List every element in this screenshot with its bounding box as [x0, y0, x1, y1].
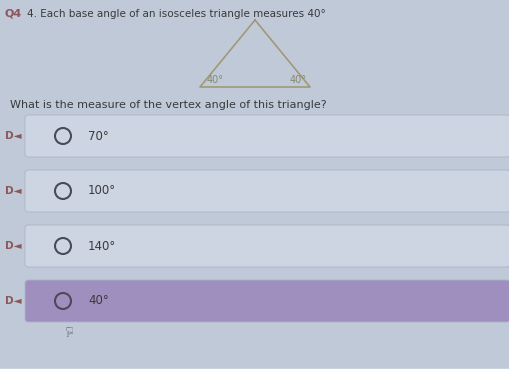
Text: What is the measure of the vertex angle of this triangle?: What is the measure of the vertex angle …	[10, 100, 326, 110]
Text: 40°: 40°	[88, 294, 108, 307]
Text: D◄: D◄	[5, 296, 21, 306]
FancyBboxPatch shape	[25, 115, 509, 157]
Text: 40°: 40°	[290, 75, 306, 85]
Text: ☝: ☝	[64, 322, 72, 336]
Text: D◄: D◄	[5, 241, 21, 251]
Text: 4. Each base angle of an isosceles triangle measures 40°: 4. Each base angle of an isosceles trian…	[27, 9, 325, 19]
Text: 140°: 140°	[88, 239, 116, 252]
FancyBboxPatch shape	[25, 225, 509, 267]
Text: D◄: D◄	[5, 186, 21, 196]
FancyBboxPatch shape	[25, 280, 509, 322]
Text: 70°: 70°	[88, 130, 108, 142]
Text: D◄: D◄	[5, 131, 21, 141]
Text: 100°: 100°	[88, 184, 116, 197]
Text: Q4: Q4	[5, 9, 22, 19]
FancyBboxPatch shape	[25, 170, 509, 212]
Text: 40°: 40°	[207, 75, 223, 85]
